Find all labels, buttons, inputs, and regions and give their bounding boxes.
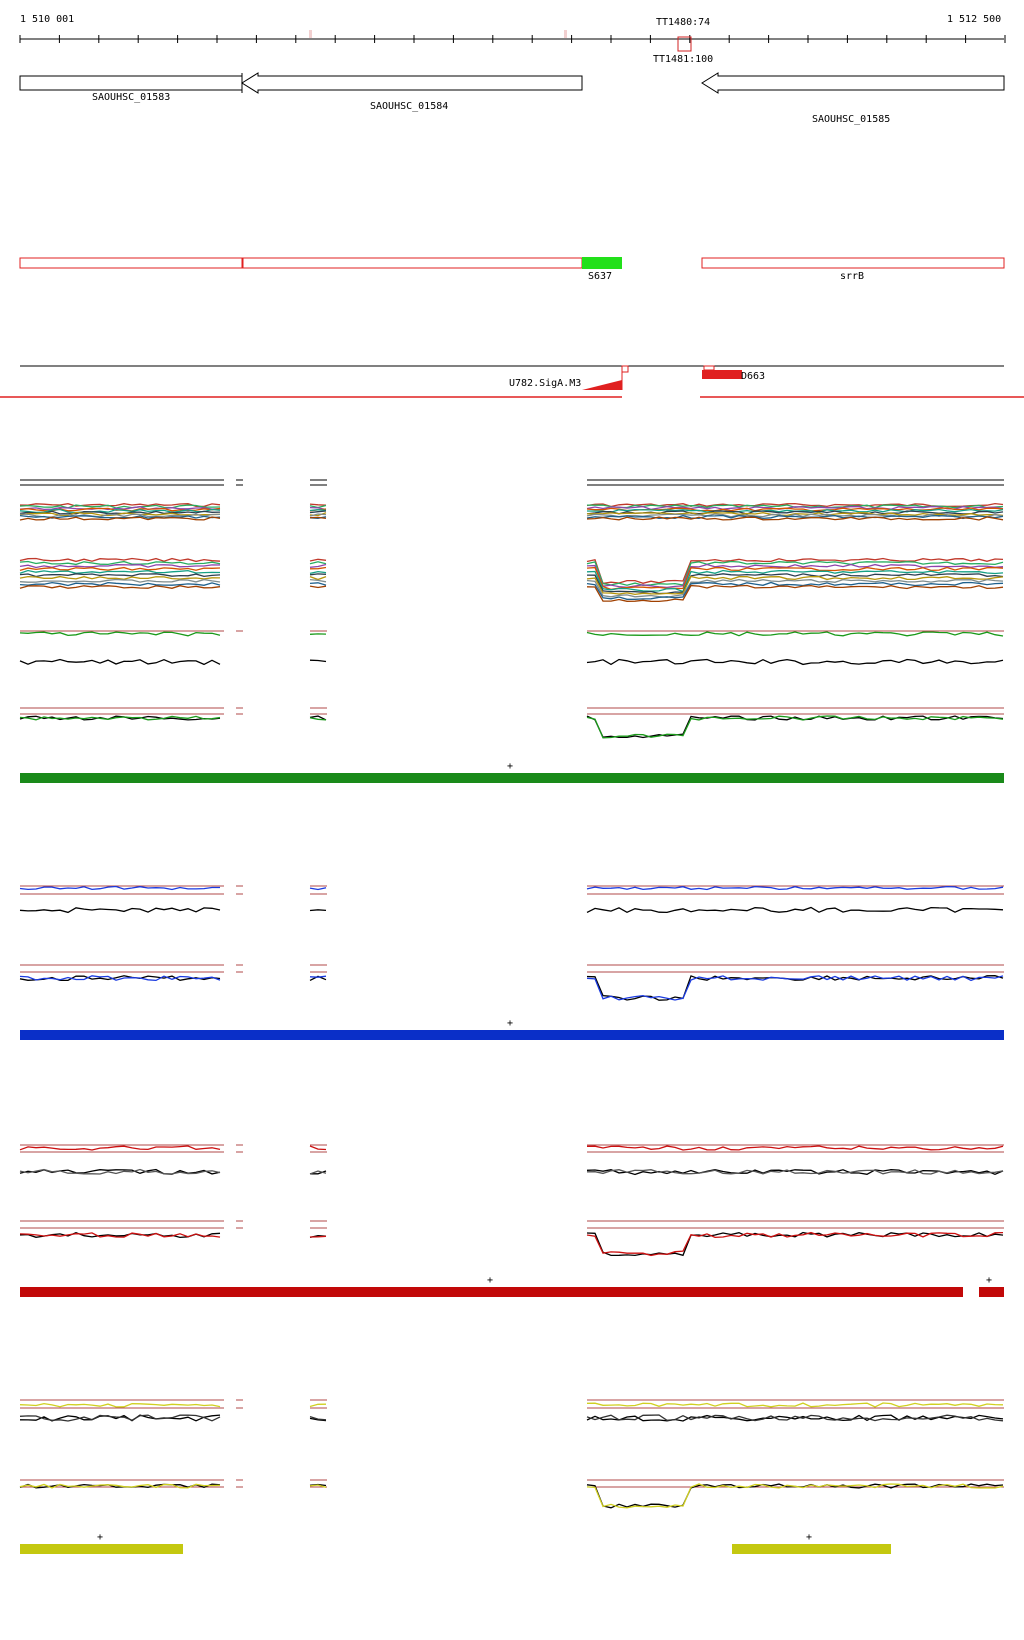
- feature-label-srrb: srrB: [840, 271, 864, 282]
- ruler-start-label: 1 510 001: [20, 14, 74, 25]
- feature-track: S637 srrB: [19, 257, 1005, 282]
- feature-srrb[interactable]: [701, 257, 1005, 269]
- gene-arrow-saouhsc-01583[interactable]: [19, 75, 243, 91]
- terminator-marker[interactable]: [677, 36, 692, 52]
- promoter-sigA-marker[interactable]: [582, 380, 622, 390]
- condition-bar-green[interactable]: +: [20, 761, 1004, 783]
- feature-box-mid[interactable]: [242, 257, 583, 269]
- coordinate-ruler: 1 510 001 1 512 500 TT1480:74 TT1481:100: [19, 14, 1006, 65]
- expression-panels: [19, 479, 1004, 1509]
- promoter-label: U782.SigA.M3: [509, 378, 581, 389]
- strand-marker: +: [507, 1018, 513, 1029]
- terminator-label-tt1481: TT1481:100: [653, 54, 713, 65]
- strand-marker: +: [986, 1275, 992, 1286]
- transcript-label-d663: D663: [741, 371, 765, 382]
- ruler-end-label: 1 512 500: [947, 14, 1001, 25]
- condition-bar-red[interactable]: + +: [20, 1275, 1004, 1297]
- gene-track: SAOUHSC_01583 SAOUHSC_01584 SAOUHSC_0158…: [19, 72, 1005, 125]
- condition-bar-yellow[interactable]: + +: [20, 1532, 891, 1554]
- strand-marker: +: [507, 761, 513, 772]
- gene-label-01583: SAOUHSC_01583: [92, 92, 170, 103]
- ruler-ticks: [19, 35, 1006, 43]
- strand-marker: +: [806, 1532, 812, 1543]
- terminator-label-tt1480: TT1480:74: [656, 17, 710, 28]
- strand-marker: +: [487, 1275, 493, 1286]
- feature-s637[interactable]: [582, 257, 622, 269]
- transcript-d663[interactable]: [702, 370, 742, 379]
- strand-marker: +: [97, 1532, 103, 1543]
- gene-label-01585: SAOUHSC_01585: [812, 114, 890, 125]
- gene-arrow-saouhsc-01584[interactable]: [241, 72, 583, 94]
- gene-arrow-saouhsc-01585[interactable]: [701, 72, 1005, 94]
- feature-label-s637: S637: [588, 271, 612, 282]
- feature-box-left[interactable]: [19, 257, 243, 269]
- gene-label-01584: SAOUHSC_01584: [370, 101, 448, 112]
- transcription-track: U782.SigA.M3 D663: [0, 365, 1024, 398]
- condition-bar-blue[interactable]: +: [20, 1018, 1004, 1040]
